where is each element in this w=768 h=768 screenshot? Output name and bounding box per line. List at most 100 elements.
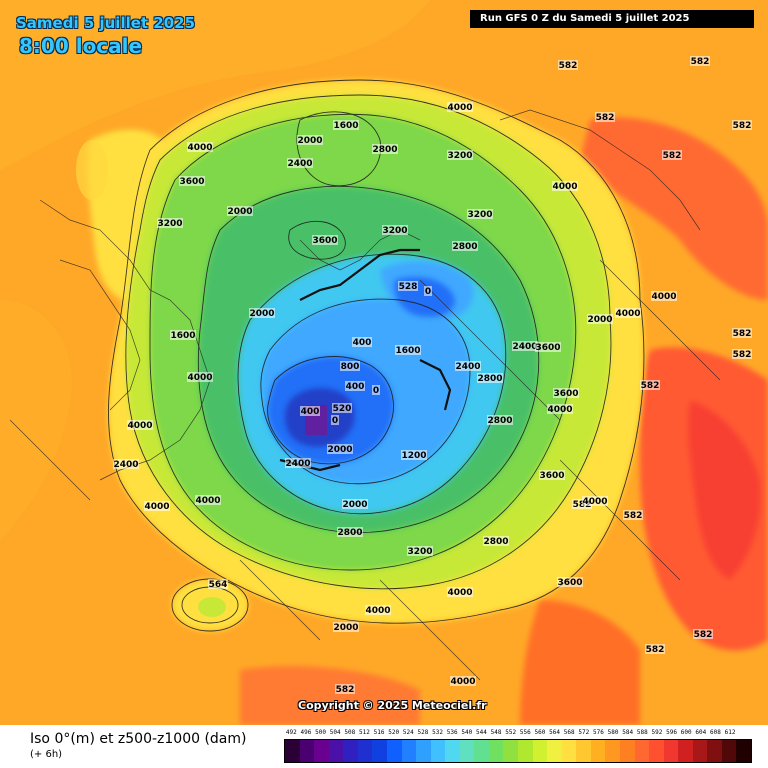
color-swatch bbox=[649, 740, 664, 762]
legend-bar: Iso 0°(m) et z500-z1000 (dam) (+ 6h) 492… bbox=[0, 725, 768, 768]
contour-label-text: 582 bbox=[733, 350, 752, 360]
color-swatch bbox=[736, 740, 751, 762]
color-scale: 492 496 500 504 508 512 516 520 524 528 532 536 540 5… bbox=[284, 729, 752, 765]
contour-label-text: 4000 bbox=[552, 182, 577, 192]
contour-label-text: 582 bbox=[624, 511, 643, 521]
contour-label: 582 bbox=[690, 56, 710, 67]
color-swatch bbox=[663, 740, 679, 762]
contour-label-text: 400 bbox=[346, 382, 365, 392]
contour-label-text: 582 bbox=[733, 329, 752, 339]
color-scale-tick: 588 bbox=[636, 729, 648, 736]
contour-label: 3600 bbox=[539, 470, 565, 481]
contour-label: 400 bbox=[345, 381, 365, 392]
contour-label-text: 3200 bbox=[447, 151, 472, 161]
contour-label-text: 400 bbox=[353, 338, 372, 348]
contour-label: 582 bbox=[732, 120, 752, 131]
contour-label: 3200 bbox=[382, 225, 408, 236]
contour-label: 2400 bbox=[287, 158, 313, 169]
contour-label-text: 2400 bbox=[512, 342, 537, 352]
contour-label-text: 2000 bbox=[333, 623, 358, 633]
contour-label: 0 bbox=[424, 286, 432, 297]
contour-label: 400 bbox=[300, 406, 320, 417]
color-swatch bbox=[547, 740, 562, 762]
contour-label: 582 bbox=[732, 328, 752, 339]
contour-label-text: 0 bbox=[373, 386, 379, 396]
color-swatch bbox=[576, 740, 591, 762]
contour-label-text: 0 bbox=[332, 416, 338, 426]
color-swatch bbox=[590, 740, 606, 762]
contour-label: 4000 bbox=[447, 102, 473, 113]
contour-label-text: 3600 bbox=[553, 389, 578, 399]
contour-label: 1600 bbox=[395, 345, 421, 356]
contour-label: 0 bbox=[372, 385, 380, 396]
contour-label: 582 bbox=[662, 150, 682, 161]
color-swatch bbox=[357, 740, 373, 762]
color-scale-tick: 608 bbox=[710, 729, 721, 736]
contour-label: 2000 bbox=[327, 444, 353, 455]
color-scale-tick: 592 bbox=[651, 729, 663, 736]
contour-label: 2400 bbox=[455, 361, 481, 372]
contour-label-text: 2800 bbox=[337, 528, 362, 538]
contour-label-text: 4000 bbox=[187, 143, 212, 153]
color-scale-tick: 520 bbox=[388, 729, 400, 736]
contour-label-text: 4000 bbox=[195, 496, 220, 506]
contour-label-text: 3600 bbox=[312, 236, 337, 246]
contour-label-text: 2000 bbox=[297, 136, 322, 146]
contour-label: 3600 bbox=[535, 342, 561, 353]
color-swatch bbox=[721, 740, 737, 762]
color-swatch bbox=[503, 740, 518, 762]
contour-label-text: 2000 bbox=[327, 445, 352, 455]
contour-label: 2400 bbox=[512, 341, 538, 352]
contour-label-text: 4000 bbox=[447, 588, 472, 598]
contour-label-text: 528 bbox=[399, 282, 418, 292]
color-swatch bbox=[532, 740, 548, 762]
color-scale-tick: 532 bbox=[432, 729, 443, 736]
color-scale-tick: 576 bbox=[593, 729, 604, 736]
contour-label: 520 bbox=[332, 403, 352, 414]
color-scale-tick: 552 bbox=[505, 729, 517, 736]
contour-label-text: 582 bbox=[663, 151, 682, 161]
contour-label-text: 3600 bbox=[535, 343, 560, 353]
contour-label: 4000 bbox=[547, 404, 573, 415]
contour-label-text: 520 bbox=[333, 404, 352, 414]
contour-label: 4000 bbox=[582, 496, 608, 507]
contour-label-text: 582 bbox=[646, 645, 665, 655]
contour-label-text: 2400 bbox=[287, 159, 312, 169]
color-swatch bbox=[299, 740, 315, 762]
color-swatch bbox=[372, 740, 387, 762]
contour-label: 582 bbox=[558, 60, 578, 71]
color-swatch bbox=[386, 740, 402, 762]
contour-label-text: 4000 bbox=[450, 677, 475, 687]
color-swatch bbox=[692, 740, 708, 762]
contour-label-text: 3200 bbox=[407, 547, 432, 557]
color-scale-tick: 504 bbox=[329, 729, 341, 736]
contour-label-text: 582 bbox=[336, 685, 355, 695]
contour-label-text: 2000 bbox=[227, 207, 252, 217]
color-scale-ticks: 492 496 500 504 508 512 516 520 524 528 532 536 540 5… bbox=[284, 729, 752, 741]
contour-label-text: 4000 bbox=[651, 292, 676, 302]
color-swatch bbox=[678, 740, 693, 762]
hot-region-east bbox=[240, 117, 768, 725]
contour-label-text: 582 bbox=[559, 61, 578, 71]
contour-label: 1600 bbox=[170, 330, 196, 341]
color-swatch bbox=[619, 740, 635, 762]
contour-label-text: 3600 bbox=[179, 177, 204, 187]
contour-label: 2800 bbox=[477, 373, 503, 384]
color-swatch bbox=[561, 740, 577, 762]
contour-label-text: 1600 bbox=[333, 121, 358, 131]
color-scale-tick: 524 bbox=[402, 729, 414, 736]
contour-lines bbox=[108, 79, 645, 632]
legend-title: Iso 0°(m) et z500-z1000 (dam) bbox=[30, 731, 247, 747]
contour-label-text: 2800 bbox=[483, 537, 508, 547]
color-swatch bbox=[416, 740, 431, 762]
color-scale-tick: 536 bbox=[446, 729, 458, 736]
color-scale-tick: 540 bbox=[461, 729, 473, 736]
contour-label-text: 800 bbox=[341, 362, 360, 372]
contour-label: 3200 bbox=[467, 209, 493, 220]
color-scale-tick: 516 bbox=[373, 729, 385, 736]
contour-label: 4000 bbox=[615, 308, 641, 319]
contour-label-text: 400 bbox=[301, 407, 320, 417]
contour-label-text: 3200 bbox=[467, 210, 492, 220]
